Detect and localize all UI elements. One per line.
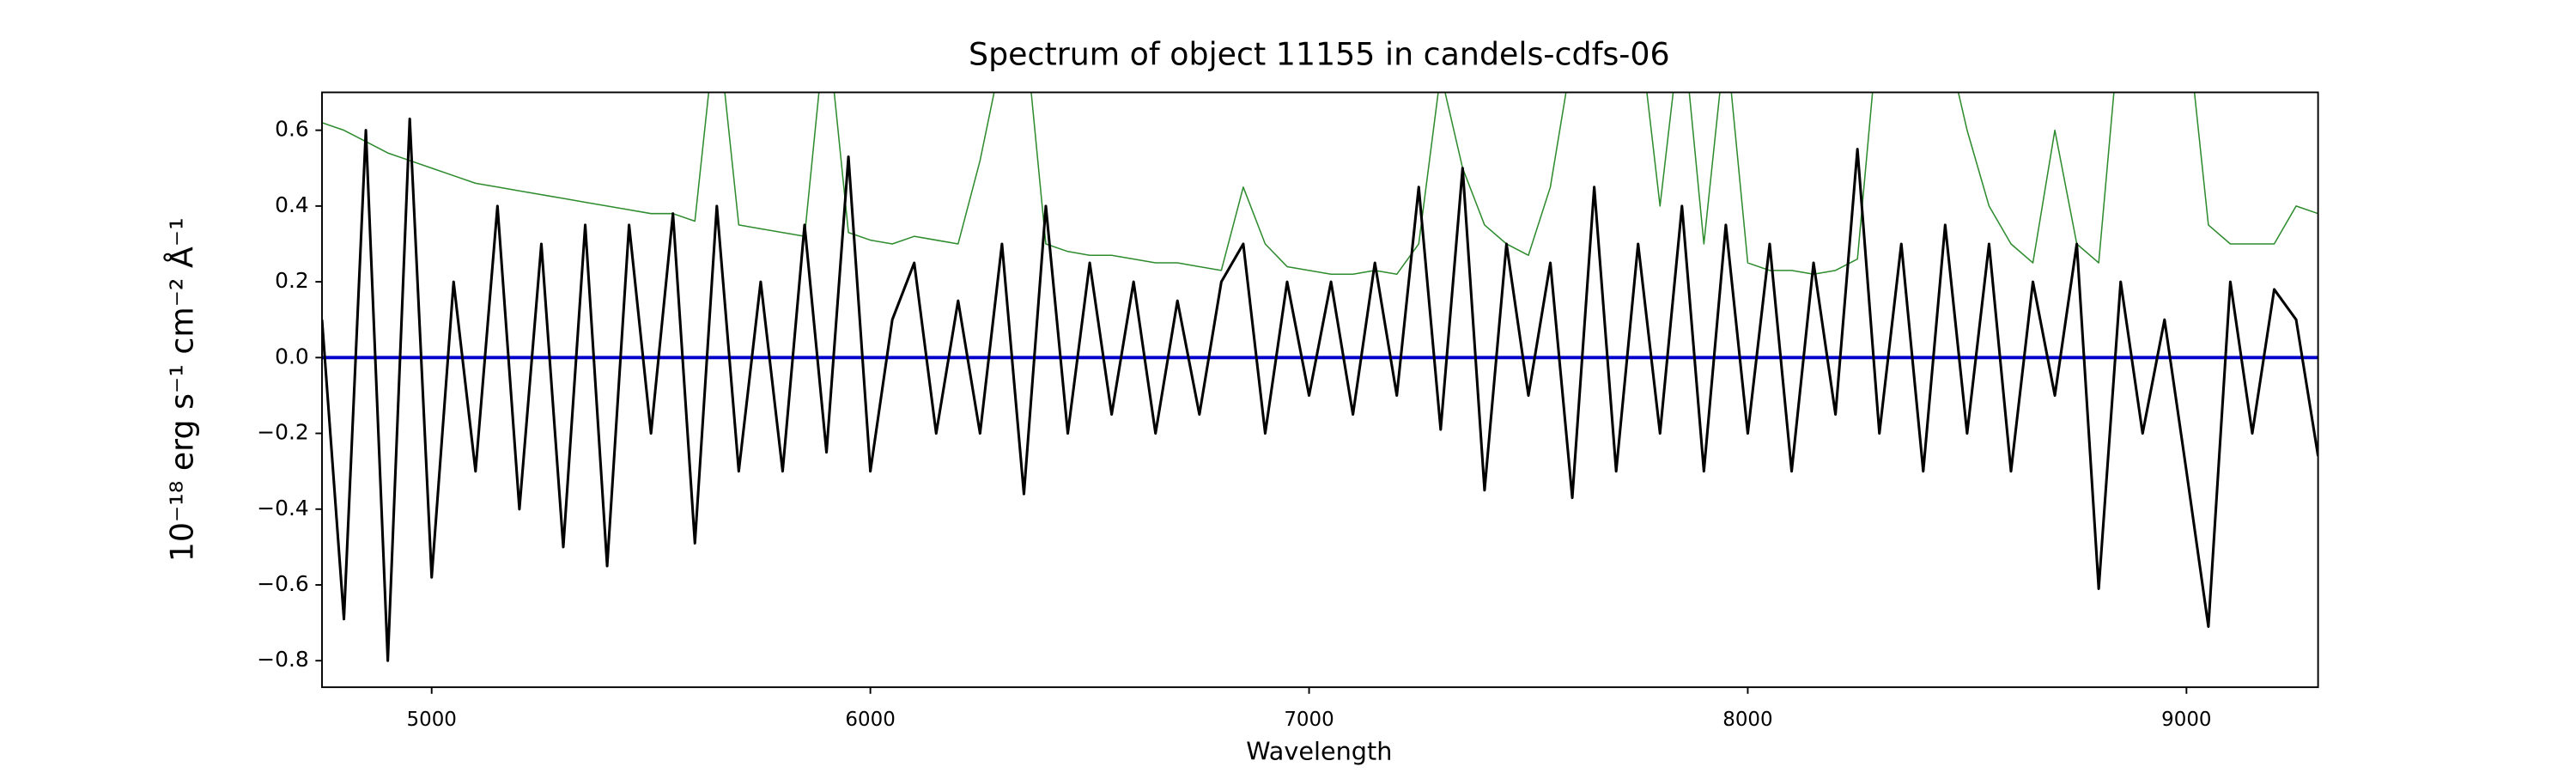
x-tick-label: 7000 — [1284, 709, 1334, 731]
x-tick-label: 9000 — [2161, 709, 2211, 731]
axes-frame — [321, 91, 2319, 689]
x-axis-label: Wavelength — [1246, 737, 1392, 766]
chart-title: Spectrum of object 11155 in candels-cdfs… — [969, 35, 1670, 72]
y-tick-label: −0.8 — [257, 647, 308, 672]
y-tick-label: −0.2 — [257, 420, 308, 445]
spectrum-line — [322, 92, 2318, 276]
y-tick-label: 0.2 — [275, 268, 309, 293]
x-tick-label: 5000 — [407, 709, 457, 731]
plot-area — [322, 92, 2318, 662]
x-tick-label: 8000 — [1722, 709, 1772, 731]
y-tick-label: −0.4 — [257, 496, 308, 520]
y-tick-label: 0.0 — [275, 344, 309, 368]
x-tick-label: 6000 — [845, 709, 895, 731]
spectrum-line — [322, 117, 2318, 662]
y-tick-label: 0.6 — [275, 117, 309, 142]
y-axis-label: 10⁻¹⁸ erg s⁻¹ cm⁻² Å⁻¹ — [163, 217, 200, 562]
y-tick-label: 0.4 — [275, 192, 309, 217]
y-tick-label: −0.6 — [257, 571, 308, 596]
